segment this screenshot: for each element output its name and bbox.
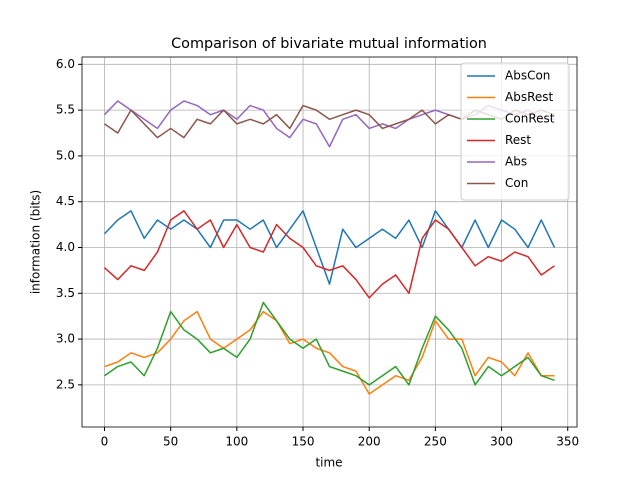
series-line: [104, 310, 555, 395]
x-tick-label: 350: [556, 435, 579, 449]
y-tick-label: 2.5: [56, 377, 75, 391]
y-tick-label: 3.5: [56, 286, 75, 300]
series-line: [103, 210, 555, 299]
series-line: [104, 301, 555, 386]
series-line: [103, 210, 556, 285]
legend-label: AbsCon: [505, 69, 550, 83]
x-tick-label: 300: [490, 435, 513, 449]
y-tick-label: 5.5: [56, 103, 75, 117]
axes-frame: [81, 56, 578, 428]
chart-title: Comparison of bivariate mutual informati…: [171, 36, 487, 52]
legend-label: Abs: [505, 155, 527, 169]
y-tick-label: 5.0: [56, 148, 75, 162]
legend-label: AbsRest: [505, 90, 554, 104]
y-axis-label: information (bits): [29, 190, 43, 294]
legend-label: Rest: [505, 133, 531, 147]
x-tick-label: 200: [358, 435, 381, 449]
x-tick-label: 0: [101, 435, 109, 449]
x-tick-label: 100: [225, 435, 248, 449]
x-axis-label: time: [315, 456, 342, 470]
x-tick-label: 150: [292, 435, 315, 449]
y-tick-label: 4.5: [56, 194, 75, 208]
y-tick-label: 4.0: [56, 240, 75, 254]
x-tick-label: 250: [424, 435, 447, 449]
legend-label: Con: [505, 176, 528, 190]
x-tick-label: 50: [163, 435, 178, 449]
legend-label: ConRest: [505, 112, 555, 126]
y-tick-label: 3.0: [56, 332, 75, 346]
y-tick-label: 6.0: [56, 57, 75, 71]
